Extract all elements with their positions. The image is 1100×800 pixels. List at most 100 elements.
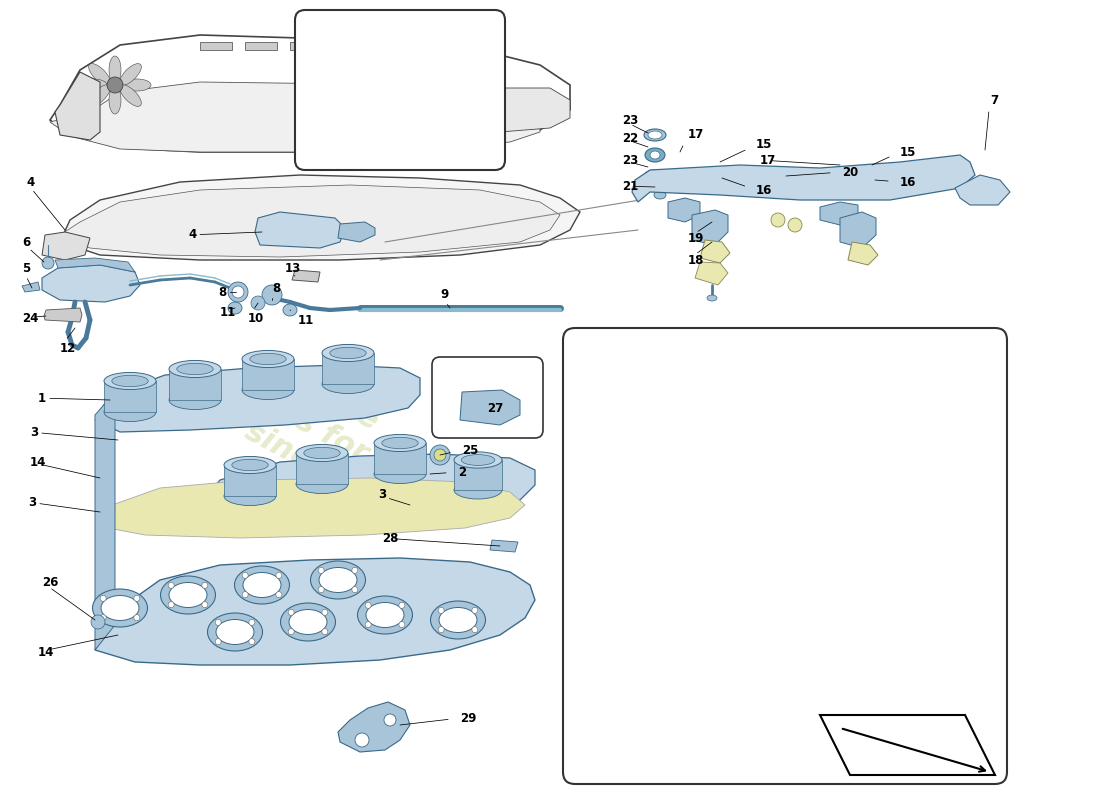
Circle shape bbox=[202, 582, 208, 588]
Text: 27: 27 bbox=[487, 402, 504, 414]
Text: 21: 21 bbox=[621, 179, 638, 193]
Circle shape bbox=[242, 572, 249, 578]
Text: 16: 16 bbox=[900, 175, 916, 189]
Circle shape bbox=[384, 714, 396, 726]
Polygon shape bbox=[379, 42, 412, 50]
Ellipse shape bbox=[454, 481, 502, 499]
Circle shape bbox=[365, 602, 371, 608]
Polygon shape bbox=[500, 88, 570, 132]
Circle shape bbox=[100, 595, 106, 602]
Circle shape bbox=[472, 626, 477, 633]
Text: 10: 10 bbox=[248, 311, 264, 325]
Ellipse shape bbox=[104, 402, 156, 422]
Polygon shape bbox=[224, 465, 276, 496]
Polygon shape bbox=[338, 222, 375, 242]
Ellipse shape bbox=[304, 447, 340, 458]
Ellipse shape bbox=[242, 350, 294, 367]
Ellipse shape bbox=[430, 601, 485, 639]
Polygon shape bbox=[60, 185, 560, 257]
Polygon shape bbox=[292, 270, 320, 282]
Polygon shape bbox=[425, 42, 456, 50]
Ellipse shape bbox=[89, 64, 110, 85]
Polygon shape bbox=[44, 308, 82, 322]
Polygon shape bbox=[169, 369, 221, 400]
Text: 19: 19 bbox=[688, 231, 704, 245]
Ellipse shape bbox=[216, 619, 254, 645]
Text: 13: 13 bbox=[285, 262, 301, 274]
Polygon shape bbox=[104, 381, 156, 412]
Text: 29: 29 bbox=[460, 711, 476, 725]
Ellipse shape bbox=[109, 56, 121, 84]
Ellipse shape bbox=[454, 452, 502, 468]
Ellipse shape bbox=[330, 347, 366, 358]
Text: 15: 15 bbox=[900, 146, 916, 158]
Ellipse shape bbox=[296, 445, 348, 462]
Text: 20: 20 bbox=[842, 166, 858, 178]
Ellipse shape bbox=[461, 454, 495, 466]
Circle shape bbox=[228, 282, 248, 302]
Polygon shape bbox=[104, 478, 525, 538]
Circle shape bbox=[276, 572, 282, 578]
Polygon shape bbox=[668, 198, 700, 222]
Ellipse shape bbox=[374, 465, 426, 483]
Polygon shape bbox=[955, 175, 1010, 205]
Text: 4: 4 bbox=[188, 229, 196, 242]
Text: 26: 26 bbox=[42, 575, 58, 589]
Circle shape bbox=[472, 607, 477, 614]
Ellipse shape bbox=[283, 304, 297, 316]
Circle shape bbox=[438, 626, 444, 633]
Text: 3: 3 bbox=[28, 495, 36, 509]
Text: 28: 28 bbox=[382, 531, 398, 545]
Ellipse shape bbox=[644, 129, 666, 141]
Ellipse shape bbox=[242, 381, 294, 399]
Polygon shape bbox=[200, 454, 535, 522]
Ellipse shape bbox=[648, 172, 662, 180]
Polygon shape bbox=[632, 155, 975, 202]
Ellipse shape bbox=[224, 457, 276, 474]
Circle shape bbox=[288, 629, 294, 634]
Circle shape bbox=[249, 638, 255, 645]
Ellipse shape bbox=[707, 295, 717, 301]
Polygon shape bbox=[55, 72, 100, 140]
Circle shape bbox=[355, 733, 368, 747]
Text: 6: 6 bbox=[22, 235, 31, 249]
Text: 7: 7 bbox=[990, 94, 998, 106]
Text: 18: 18 bbox=[688, 254, 704, 266]
Ellipse shape bbox=[161, 576, 216, 614]
Circle shape bbox=[168, 582, 174, 588]
Polygon shape bbox=[42, 232, 90, 260]
Polygon shape bbox=[296, 453, 348, 484]
Circle shape bbox=[202, 602, 208, 608]
Ellipse shape bbox=[232, 459, 268, 470]
FancyBboxPatch shape bbox=[563, 328, 1006, 784]
Ellipse shape bbox=[322, 374, 374, 394]
FancyBboxPatch shape bbox=[432, 357, 543, 438]
Polygon shape bbox=[245, 42, 277, 50]
Circle shape bbox=[399, 622, 405, 628]
FancyBboxPatch shape bbox=[295, 10, 505, 170]
Ellipse shape bbox=[109, 86, 121, 114]
Polygon shape bbox=[95, 558, 535, 665]
Circle shape bbox=[276, 592, 282, 598]
Polygon shape bbox=[490, 540, 518, 552]
Ellipse shape bbox=[112, 375, 148, 386]
Ellipse shape bbox=[224, 486, 276, 506]
Ellipse shape bbox=[169, 390, 221, 410]
Circle shape bbox=[322, 629, 328, 634]
Circle shape bbox=[249, 619, 255, 626]
Ellipse shape bbox=[310, 561, 365, 599]
Polygon shape bbox=[42, 265, 140, 302]
Text: 4: 4 bbox=[26, 175, 34, 189]
Ellipse shape bbox=[280, 603, 336, 641]
Text: 3: 3 bbox=[30, 426, 38, 438]
Ellipse shape bbox=[208, 613, 263, 651]
Circle shape bbox=[434, 449, 446, 461]
Circle shape bbox=[262, 285, 282, 305]
Polygon shape bbox=[255, 212, 345, 248]
Text: 17: 17 bbox=[688, 129, 704, 142]
Ellipse shape bbox=[644, 170, 666, 182]
Ellipse shape bbox=[319, 567, 358, 593]
Ellipse shape bbox=[382, 438, 418, 449]
Text: 1: 1 bbox=[39, 391, 46, 405]
Ellipse shape bbox=[366, 602, 404, 627]
